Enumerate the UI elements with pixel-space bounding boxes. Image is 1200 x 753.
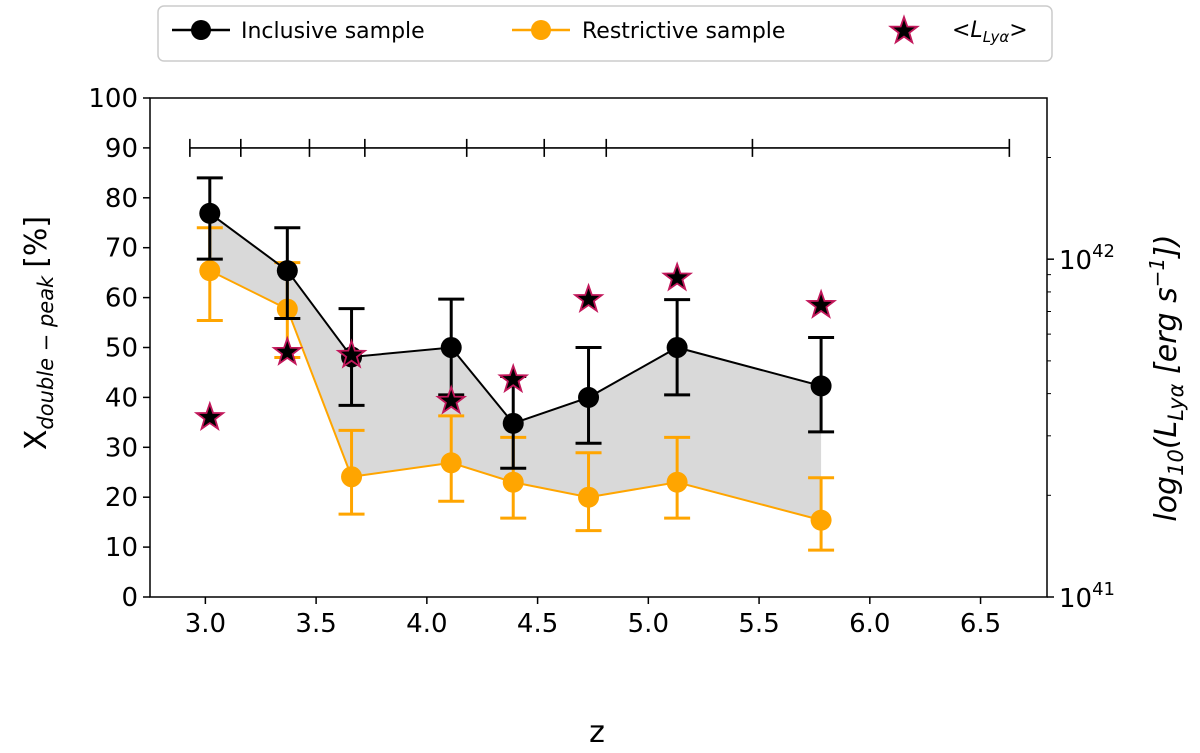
- data-point: [666, 471, 688, 493]
- data-point: [276, 260, 298, 282]
- legend-marker-inclusive: [191, 20, 211, 40]
- x-axis-title: z: [589, 715, 605, 750]
- data-point: [199, 202, 221, 224]
- lya-star: [805, 288, 838, 319]
- data-point: [666, 337, 688, 358]
- lya-star: [271, 335, 304, 366]
- y-tick-label: 20: [105, 483, 138, 513]
- x-tick-label: 3.5: [295, 609, 336, 639]
- x-tick-label: 6.0: [849, 609, 890, 639]
- data-point: [341, 466, 363, 488]
- y2-axis-title: log10(LLyα [erg s−1]): [1145, 234, 1188, 521]
- data-point: [502, 471, 524, 493]
- y-tick-label: 30: [105, 433, 138, 463]
- data-point: [440, 452, 462, 474]
- fill-between-area: [209, 213, 822, 521]
- y-tick-label: 60: [105, 284, 138, 314]
- series-line: [209, 269, 822, 522]
- legend-label-restrictive: Restrictive sample: [582, 19, 785, 44]
- data-point: [502, 412, 524, 434]
- plot-area: 3.0 3.5 4.0 4.5 5.0 5.5 6.0 6.5 0 10 20 30 40 50 60 70…: [88, 84, 1115, 639]
- legend-frame: [157, 5, 1053, 62]
- data-point: [810, 375, 832, 397]
- lya-star: [335, 338, 368, 369]
- lya-star: [193, 400, 226, 431]
- data-point: [440, 337, 462, 358]
- y-tick-label: 80: [105, 184, 138, 214]
- lya-star: [497, 362, 530, 394]
- y2-tick-label: 1041: [1059, 579, 1115, 614]
- lya-star: [435, 384, 468, 415]
- y-axis-title: Xdouble − peak[%]: [19, 216, 58, 450]
- lya-stars: [193, 261, 838, 431]
- x-tick-label: 5.5: [738, 609, 779, 639]
- y-tick-label: 40: [105, 383, 138, 413]
- legend-label-inclusive: Inclusive sample: [241, 19, 425, 44]
- data-point: [578, 386, 600, 408]
- x-axis: 3.0 3.5 4.0 4.5 5.0 5.5 6.0 6.5: [185, 597, 1001, 639]
- y-tick-label: 10: [105, 533, 138, 563]
- lya-star: [661, 261, 694, 292]
- y-tick-label: 70: [105, 234, 138, 264]
- y-tick-label: 100: [88, 84, 138, 114]
- redshift-bins: [189, 138, 1011, 157]
- x-tick-label: 4.5: [517, 609, 558, 639]
- y2-axis: 1041 1042: [1047, 156, 1115, 614]
- y2-tick-label: 1042: [1059, 241, 1115, 276]
- data-point: [199, 260, 221, 282]
- x-tick-label: 3.0: [185, 609, 226, 639]
- legend-marker-lya: [888, 14, 920, 45]
- x-tick-label: 6.5: [960, 609, 1001, 639]
- series-line: [209, 212, 822, 425]
- legend: Inclusive sample Restrictive sample <LLy…: [157, 5, 1053, 62]
- legend-marker-restrictive: [531, 20, 551, 40]
- y-tick-label: 50: [105, 334, 138, 364]
- legend-label-lya: <LLyα>: [952, 18, 1028, 46]
- data-point: [578, 486, 600, 508]
- series-group: [196, 176, 835, 552]
- x-tick-label: 4.0: [406, 609, 447, 639]
- y-tick-label: 0: [121, 583, 138, 613]
- y-tick-label: 90: [105, 134, 138, 164]
- x-tick-label: 5.0: [628, 609, 669, 639]
- lya-star: [572, 282, 605, 313]
- data-point: [810, 509, 832, 531]
- y-axis: 0 10 20 30 40 50 60 70 80 90 100: [88, 84, 150, 613]
